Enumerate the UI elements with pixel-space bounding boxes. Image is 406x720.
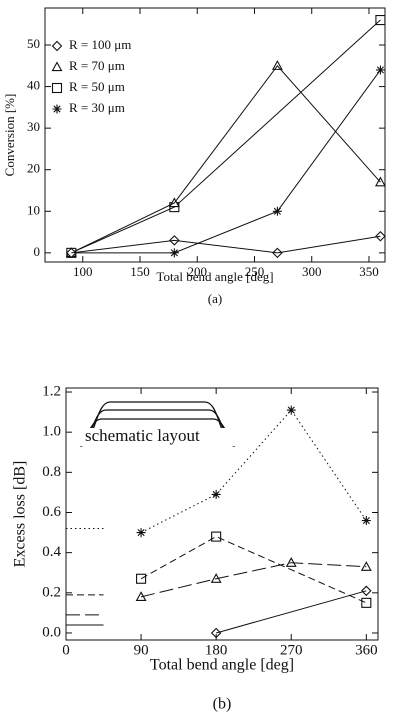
legend-marker [51, 61, 63, 72]
marker [211, 489, 221, 499]
marker [286, 405, 296, 415]
y-tick-label: 30 [27, 119, 40, 134]
x-tick-label: 200 [188, 264, 208, 279]
marker [361, 516, 371, 526]
marker [375, 230, 386, 242]
y-tick-label: 1.2 [42, 383, 61, 399]
legend-label: R = 30 μm [69, 100, 125, 115]
x-tick-label: 0 [62, 642, 70, 658]
x-axis-label: Total bend angle [deg] [150, 657, 294, 674]
legend-marker [51, 82, 63, 94]
inset-label: schematic layout [85, 426, 200, 445]
plot-frame [44, 7, 386, 263]
x-tick-label: 100 [73, 264, 93, 279]
y-tick-label: 0.2 [42, 584, 61, 600]
y-tick-label: 20 [27, 161, 40, 176]
series-line [71, 19, 381, 254]
y-tick-label: 40 [27, 78, 40, 93]
inset-label-bg [80, 428, 235, 446]
y-tick-label: 10 [27, 202, 40, 217]
y-tick-label: 0.4 [42, 544, 61, 560]
marker [361, 585, 372, 597]
plot-frame [65, 387, 379, 641]
legend-label: R = 70 μm [69, 58, 125, 73]
x-tick-label: 270 [280, 642, 303, 658]
caption: (b) [213, 696, 232, 713]
y-axis-label: Excess loss [dB] [12, 461, 29, 568]
marker [136, 528, 146, 538]
caption: (a) [208, 291, 222, 306]
series-line [140, 536, 367, 604]
x-tick-label: 360 [355, 642, 378, 658]
y-tick-label: 1.0 [42, 424, 61, 440]
legend-marker [51, 40, 63, 52]
marker [375, 65, 385, 75]
y-tick-label: 0.8 [42, 464, 61, 480]
y-tick-label: 50 [27, 36, 40, 51]
x-tick-label: 250 [245, 264, 265, 279]
legend-marker [52, 104, 62, 114]
legend-label: R = 50 μm [69, 79, 125, 94]
series-line [71, 235, 381, 254]
series-line [71, 69, 381, 254]
series-line [71, 64, 381, 254]
x-axis-label: Total bend angle [deg] [156, 269, 273, 284]
y-tick-label: 0.0 [42, 624, 61, 640]
y-tick-label: 0 [34, 244, 41, 259]
y-tick-label: 0.6 [42, 504, 61, 520]
x-tick-label: 90 [134, 642, 149, 658]
series-line [140, 409, 367, 534]
x-tick-label: 150 [130, 264, 150, 279]
marker [211, 531, 222, 542]
series-line [216, 590, 367, 634]
legend-label: R = 100 μm [69, 37, 131, 52]
x-tick-label: 180 [205, 642, 228, 658]
x-tick-label: 300 [302, 264, 322, 279]
y-axis-label: Conversion [%] [2, 94, 17, 177]
marker [361, 597, 372, 608]
series-line [140, 562, 367, 598]
x-tick-label: 350 [359, 264, 379, 279]
